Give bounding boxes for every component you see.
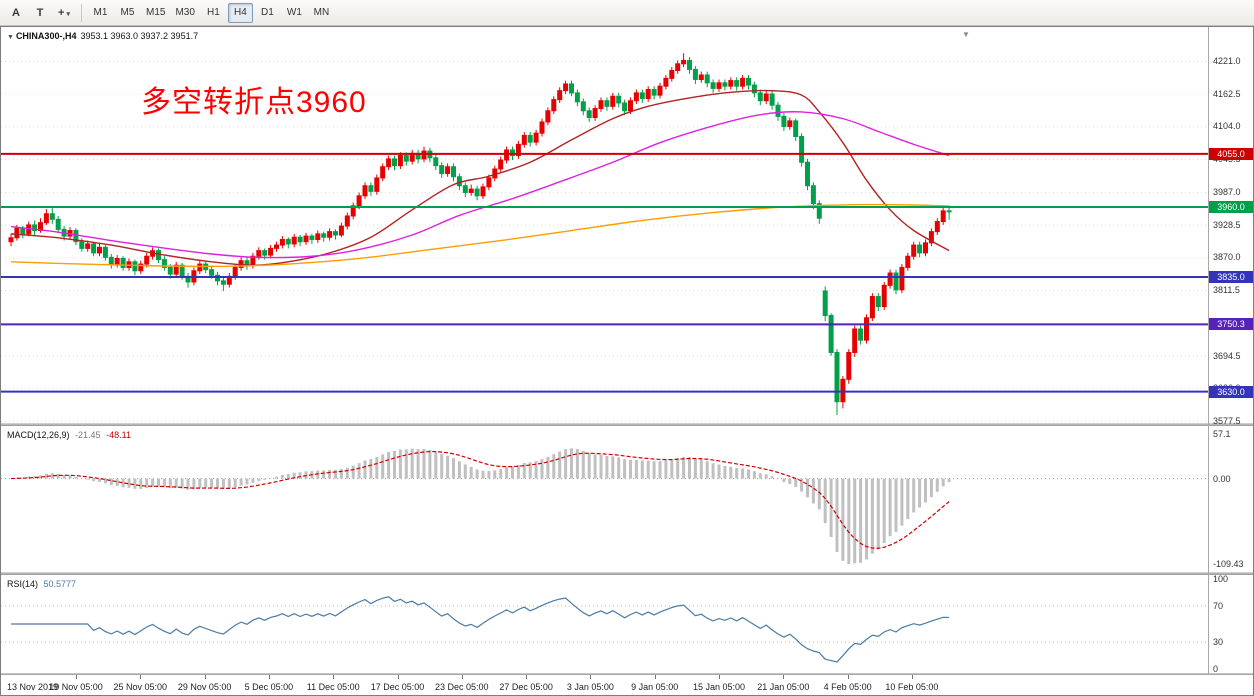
price-badge-4055.0: 4055.0 [1209, 147, 1253, 160]
time-axis-divider [1, 673, 1253, 675]
collapse-icon[interactable]: ▼ [7, 34, 14, 41]
chart-shift-marker: ▼ [962, 30, 970, 39]
period-button-W1[interactable]: W1 [282, 3, 307, 23]
time-axis-tick [76, 675, 77, 679]
time-axis-tick [268, 675, 270, 679]
date-label: 15 Jan 05:00 [692, 682, 746, 692]
date-label: 3 Jan 05:00 [566, 682, 614, 692]
rsi-axis-label: 30 [1213, 637, 1224, 647]
rsi-value: 50.5777 [43, 579, 77, 589]
time-axis-tick [590, 675, 592, 679]
macd-name: MACD(12,26,9) [7, 430, 70, 440]
price-axis-border [1208, 27, 1209, 675]
macd-axis-label: 57.1 [1213, 429, 1231, 439]
price-axis-label: 3577.5 [1213, 416, 1241, 426]
period-button-H1[interactable]: H1 [201, 3, 226, 23]
time-axis-tick [204, 675, 206, 679]
date-label: 23 Dec 05:00 [435, 682, 489, 692]
date-label: 4 Feb 05:00 [823, 682, 872, 692]
price-badge-3750.3: 3750.3 [1209, 318, 1253, 331]
time-axis-tick [719, 675, 720, 679]
rsi-canvas[interactable] [1, 575, 1208, 673]
ohlc-values: 3953.1 3963.0 3937.2 3951.7 [80, 31, 199, 41]
date-label: 21 Jan 05:00 [757, 682, 810, 692]
macd-signal-value: -48.11 [106, 430, 131, 440]
macd-canvas[interactable] [1, 426, 1208, 572]
rsi-label: RSI(14) 50.5777 [7, 579, 76, 589]
date-label: 27 Dec 05:00 [499, 682, 553, 692]
period-button-M1[interactable]: M1 [88, 3, 113, 23]
price-badge-3960.0: 3960.0 [1209, 201, 1253, 213]
rsi-axis-label: 70 [1213, 601, 1224, 611]
toolbar-separator [81, 3, 82, 22]
date-label: 11 Dec 05:00 [306, 682, 360, 692]
timeframe-buttons: M1 M5 M15 M30 H1 H4 D1 W1 MN [87, 2, 335, 23]
date-label: 29 Nov 05:00 [177, 682, 232, 692]
date-label: 17 Dec 05:00 [370, 682, 425, 692]
pane-divider-macd[interactable] [1, 423, 1253, 426]
macd-axis-label: 0.00 [1213, 473, 1231, 484]
draw-tool-dropdown-button[interactable]: + ▾ [53, 3, 75, 23]
time-axis-tick [654, 675, 656, 679]
time-axis-tick [333, 675, 335, 679]
period-button-M15[interactable]: M15 [142, 3, 169, 23]
time-axis-tick [911, 675, 913, 679]
toolbar: A T + ▾ M1 M5 M15 M30 H1 H4 D1 W1 MN [0, 0, 1254, 26]
date-label: 9 Jan 05:00 [631, 682, 679, 692]
rsi-axis-label: 0 [1213, 664, 1219, 674]
macd-signal-line [10, 450, 950, 549]
ma-slow-orange-line [10, 203, 950, 268]
price-badge-3835.0: 3835.0 [1209, 270, 1253, 283]
chart-window: ▼ CHINA300-,H4 3953.1 3963.0 3937.2 3951.7… [0, 26, 1254, 696]
rsi-line [11, 596, 950, 663]
price-badge-3630.0: 3630.0 [1209, 385, 1253, 398]
chart-header: ▼ CHINA300-,H4 3953.1 3963.0 3937.2 3951.7 [7, 31, 198, 41]
candles-layer [8, 53, 952, 416]
price-axis-label: 4104.0 [1213, 121, 1241, 132]
period-button-H4[interactable]: H4 [227, 2, 253, 23]
macd-histogram-layer [15, 448, 951, 564]
period-button-M5[interactable]: M5 [115, 3, 140, 23]
arrow-tool-button[interactable]: A [5, 3, 27, 23]
period-button-M30[interactable]: M30 [171, 3, 198, 23]
draw-tool-icon: + [58, 6, 65, 19]
text-tool-button[interactable]: T [29, 3, 51, 23]
time-axis-tick [526, 675, 528, 679]
price-axis-label: 3928.5 [1213, 219, 1241, 230]
pane-divider-rsi[interactable] [1, 572, 1253, 575]
macd-axis-label: -109.43 [1213, 559, 1244, 569]
date-label: 10 Feb 05:00 [885, 682, 939, 692]
time-axis-tick [397, 675, 399, 679]
symbol-title: CHINA300-,H4 [15, 31, 77, 41]
time-axis-tick [461, 675, 463, 679]
time-axis-tick [140, 675, 142, 679]
ma-mid-magenta-line [10, 111, 950, 259]
annotation-text: 多空转折点3960 [141, 86, 367, 119]
price-axis-label: 3811.5 [1213, 285, 1240, 296]
price-axis-label: 3694.5 [1213, 350, 1241, 361]
date-label: 25 Nov 05:00 [113, 682, 168, 692]
price-axis-label: 4162.5 [1213, 88, 1241, 99]
period-button-D1[interactable]: D1 [255, 3, 280, 23]
price-axis-label: 4221.0 [1213, 56, 1241, 66]
date-label: 5 Dec 05:00 [244, 682, 294, 692]
period-button-MN[interactable]: MN [309, 3, 334, 23]
time-axis-tick [783, 675, 785, 679]
date-label: 19 Nov 05:00 [49, 682, 103, 692]
price-axis-label: 3987.0 [1213, 186, 1241, 197]
rsi-name: RSI(14) [7, 579, 39, 589]
macd-main-value: -21.45 [75, 430, 101, 440]
time-axis-tick [847, 675, 849, 679]
macd-label: MACD(12,26,9) -21.45 -48.11 [7, 430, 131, 440]
price-axis-label: 3870.0 [1213, 252, 1241, 263]
price-chart-canvas[interactable] [1, 27, 1208, 423]
ma-fast-red-line [10, 89, 950, 266]
date-label: 13 Nov 2019 [7, 682, 59, 692]
rsi-axis-label: 100 [1213, 574, 1229, 584]
chevron-down-icon: ▾ [66, 10, 70, 18]
